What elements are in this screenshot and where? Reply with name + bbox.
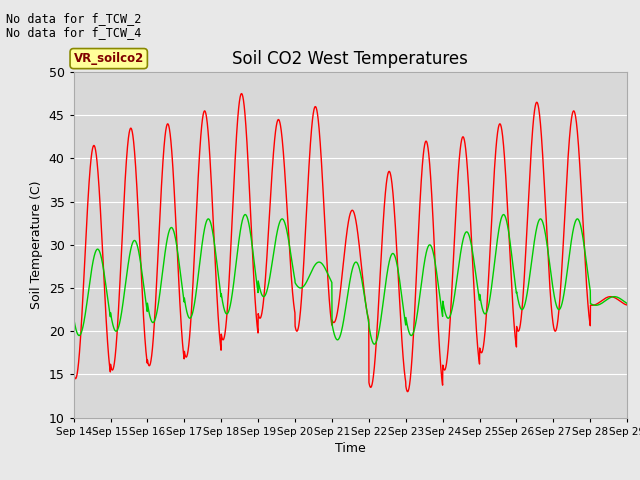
TCW_1 (404, 389, 412, 395)
TCW_1 (553, 323, 561, 329)
TCW_1 (166, 127, 173, 133)
TCW_3 (282, 224, 290, 229)
TCW_1 (613, 296, 621, 301)
TCW_1 (70, 370, 77, 376)
Text: VR_soilco2: VR_soilco2 (74, 52, 144, 65)
Text: No data for f_TCW_2: No data for f_TCW_2 (6, 12, 142, 25)
TCW_3 (133, 241, 141, 247)
Legend: TCW_1, TCW_3: TCW_1, TCW_3 (248, 476, 452, 480)
TCW_3 (613, 294, 621, 300)
TCW_3 (553, 304, 561, 310)
TCW_3 (306, 272, 314, 278)
TCW_3 (70, 315, 77, 321)
Text: No data for f_TCW_4: No data for f_TCW_4 (6, 26, 142, 39)
TCW_1 (133, 182, 141, 188)
TCW_3 (166, 227, 173, 233)
Line: TCW_1: TCW_1 (74, 94, 627, 392)
X-axis label: Time: Time (335, 442, 366, 455)
TCW_1 (282, 190, 290, 195)
TCW_3 (371, 341, 378, 347)
Y-axis label: Soil Temperature (C): Soil Temperature (C) (30, 180, 43, 309)
TCW_1 (623, 302, 631, 308)
TCW_1 (237, 91, 245, 96)
TCW_3 (623, 300, 631, 306)
Line: TCW_3: TCW_3 (74, 215, 627, 344)
TCW_3 (500, 212, 508, 217)
TCW_1 (306, 146, 314, 152)
Title: Soil CO2 West Temperatures: Soil CO2 West Temperatures (232, 49, 468, 68)
